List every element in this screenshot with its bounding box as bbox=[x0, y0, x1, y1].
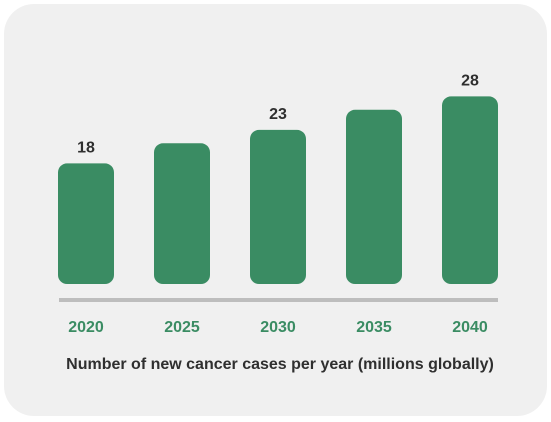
bars-group bbox=[58, 96, 498, 285]
bar-2035 bbox=[346, 109, 402, 284]
tick-label-2030: 2030 bbox=[260, 319, 296, 336]
tick-label-2020: 2020 bbox=[68, 319, 104, 336]
bar-2040 bbox=[442, 96, 498, 285]
bar-2025 bbox=[154, 143, 210, 284]
tick-labels-group: 2020 2025 2030 2035 2040 bbox=[68, 319, 488, 336]
value-label-2030: 23 bbox=[269, 106, 287, 123]
value-label-2020: 18 bbox=[77, 139, 95, 156]
bar-2030 bbox=[250, 129, 306, 284]
tick-label-2035: 2035 bbox=[356, 319, 392, 336]
value-label-2040: 28 bbox=[461, 72, 479, 89]
x-axis-caption: Number of new cancer cases per year (mil… bbox=[66, 356, 494, 373]
tick-label-2025: 2025 bbox=[164, 319, 200, 336]
tick-label-2040: 2040 bbox=[452, 319, 488, 336]
bar-2020 bbox=[58, 163, 114, 284]
value-labels-group: 18 23 28 bbox=[77, 72, 479, 156]
